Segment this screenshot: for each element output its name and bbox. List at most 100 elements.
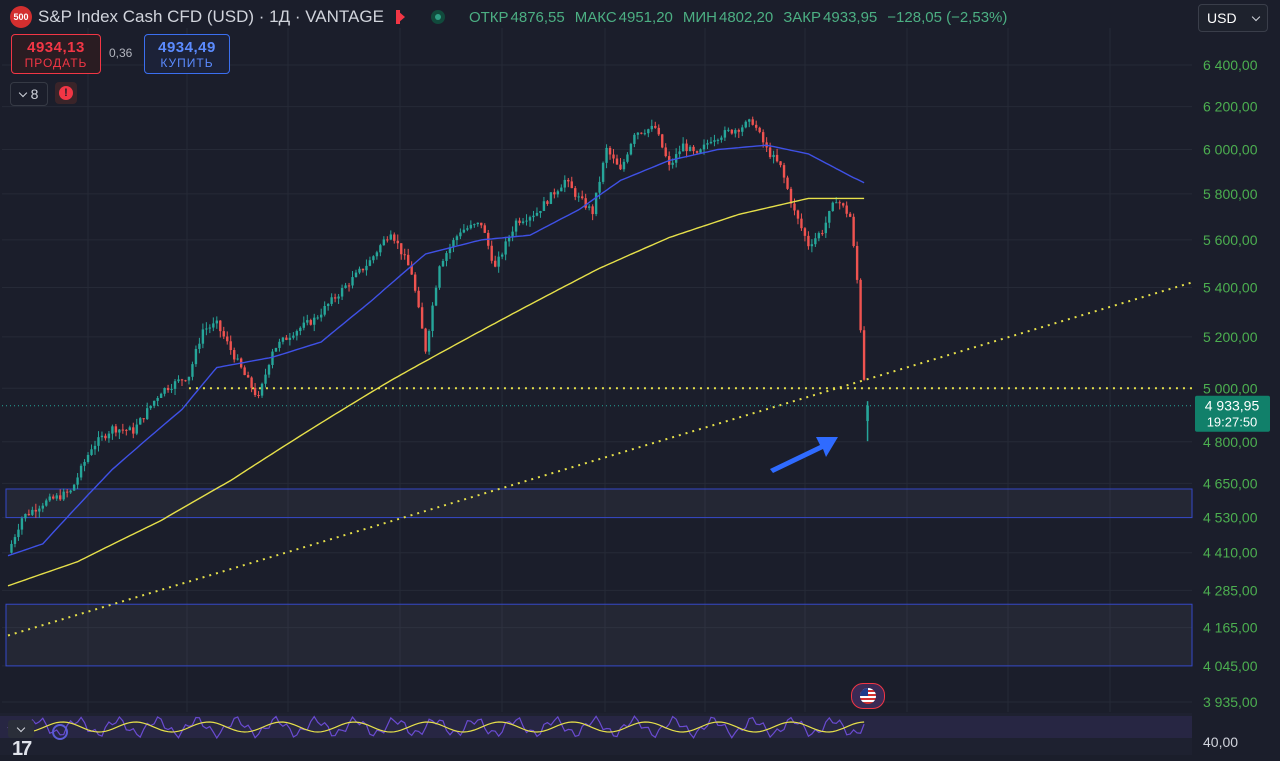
- symbol-badge[interactable]: 500: [10, 6, 32, 28]
- candle-body: [424, 328, 427, 352]
- candle-body: [859, 279, 862, 331]
- candle-body: [761, 132, 765, 143]
- candle-body: [208, 327, 212, 329]
- last-price-value: 4 933,95: [1205, 398, 1260, 414]
- buy-label: КУПИТЬ: [160, 55, 214, 70]
- candle-body: [796, 210, 800, 219]
- flag-icon[interactable]: [395, 10, 405, 24]
- price-tick-label: 5 600,00: [1203, 232, 1258, 248]
- candle-body: [337, 296, 340, 299]
- open-label: ОТКР: [468, 8, 509, 26]
- candle-body: [459, 232, 462, 237]
- indicators-toggle[interactable]: 8: [10, 82, 48, 106]
- candle-body: [173, 381, 177, 389]
- symbol-title[interactable]: S&P Index Cash CFD (USD) · 1Д · VANTAGE: [38, 7, 384, 26]
- alert-button[interactable]: !: [55, 82, 77, 104]
- candle-body: [302, 322, 305, 328]
- ohlc-readout: ОТКР 4876,55 МАКС 4951,20 МИН 4802,20 ЗАКР 4…: [469, 9, 1007, 26]
- candle-body: [706, 143, 709, 145]
- high-value: 4951,20: [618, 8, 673, 26]
- candle-body: [507, 237, 511, 242]
- open-value: 4876,55: [510, 8, 565, 26]
- candle-body: [619, 164, 622, 170]
- candle-body: [720, 137, 723, 140]
- candle-body: [814, 238, 817, 245]
- price-tick-label: 4 530,00: [1203, 510, 1258, 526]
- candle-body: [755, 124, 758, 128]
- candle-body: [152, 400, 156, 406]
- candle-body: [855, 245, 859, 280]
- candle-body: [633, 134, 636, 144]
- candle-body: [260, 383, 264, 396]
- currency-select[interactable]: USD: [1198, 4, 1268, 32]
- sell-label: ПРОДАТЬ: [24, 55, 88, 70]
- candle-body: [389, 234, 392, 240]
- candle-body: [779, 161, 782, 166]
- price-tick-label: 6 200,00: [1203, 99, 1258, 115]
- economic-event-badge[interactable]: [851, 683, 885, 709]
- buy-button[interactable]: 4934,49 КУПИТЬ: [144, 34, 230, 74]
- market-status-icon[interactable]: [430, 10, 445, 24]
- candle-body: [546, 201, 549, 204]
- candle-body: [702, 144, 706, 150]
- candle-body: [699, 149, 702, 153]
- candle-body: [483, 225, 486, 233]
- candle-body: [246, 375, 250, 378]
- candle-body: [288, 337, 292, 340]
- candle-body: [842, 203, 845, 206]
- candle-body: [292, 335, 295, 338]
- oscillator-collapse-button[interactable]: [8, 720, 34, 738]
- chevron-down-icon: [18, 88, 27, 97]
- candle-body: [768, 147, 772, 158]
- candle-body: [121, 429, 125, 431]
- candle-body: [347, 285, 351, 287]
- candle-body: [581, 196, 584, 199]
- candle-body: [365, 265, 368, 271]
- currency-value: USD: [1207, 10, 1237, 26]
- candle-body: [852, 216, 855, 246]
- candle-body: [420, 307, 424, 329]
- candle-body: [41, 505, 44, 509]
- candle-body: [38, 508, 41, 512]
- candle-body: [560, 187, 563, 192]
- tradingview-logo[interactable]: 17: [12, 738, 32, 760]
- candle-body: [413, 274, 417, 291]
- candle-body: [734, 130, 737, 134]
- candle-body: [681, 143, 685, 152]
- oscillator-settings-icon[interactable]: [52, 724, 68, 740]
- candle-body: [553, 192, 556, 195]
- candle-body: [24, 513, 27, 519]
- candle-body: [497, 256, 500, 267]
- candle-body: [490, 245, 493, 261]
- candle-body: [184, 380, 187, 382]
- candle-body: [657, 127, 660, 135]
- candle-body: [382, 239, 386, 246]
- candle-body: [132, 427, 135, 434]
- candle-body: [817, 233, 821, 239]
- candle-body: [59, 495, 62, 500]
- candle-body: [539, 210, 542, 213]
- candle-body: [13, 537, 17, 544]
- candle-body: [584, 198, 587, 208]
- candle-body: [862, 330, 866, 380]
- candle-body: [807, 235, 810, 247]
- chevron-down-icon: [16, 723, 26, 732]
- sell-button[interactable]: 4934,13 ПРОДАТЬ: [11, 34, 101, 74]
- candle-body: [643, 133, 647, 135]
- candle-body: [473, 224, 476, 226]
- candle-body: [86, 454, 90, 462]
- candle-body: [803, 228, 807, 236]
- candle-body: [789, 188, 793, 204]
- candle-body: [156, 397, 159, 401]
- candle-body: [320, 314, 323, 318]
- candle-body: [45, 500, 48, 506]
- indicators-count: 8: [30, 86, 39, 102]
- candle-body: [306, 320, 309, 323]
- chevron-down-icon: [1251, 12, 1261, 21]
- candle-body: [793, 203, 796, 211]
- candle-body: [567, 179, 570, 182]
- candle-body: [250, 377, 253, 388]
- candles-group: [10, 116, 866, 554]
